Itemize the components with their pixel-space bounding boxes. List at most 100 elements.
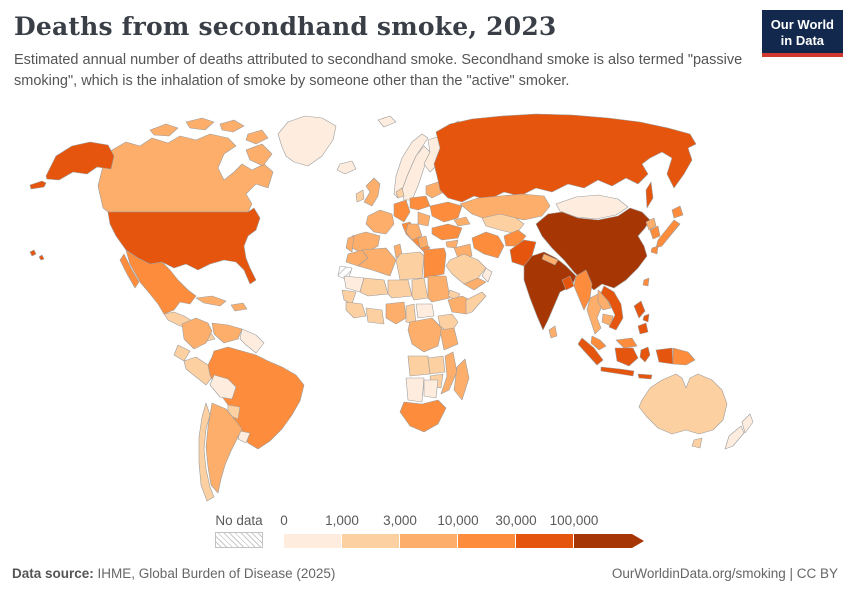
country-libya[interactable] [395,251,425,281]
country-colombia[interactable] [181,317,213,350]
country-russia[interactable] [433,113,697,203]
country-vietnam[interactable] [600,285,624,331]
country-indonesia-sulawesi[interactable] [639,346,651,363]
country-canada-island[interactable] [219,119,245,133]
country-mexico-baja[interactable] [119,253,140,289]
country-nigeria[interactable] [385,301,407,325]
country-south-korea[interactable] [649,225,661,240]
country-usa-hawaii[interactable] [29,249,37,257]
country-hispaniola[interactable] [230,302,248,312]
country-madagascar[interactable] [453,358,470,401]
owid-logo[interactable]: Our World in Data [761,10,843,58]
country-canada-island[interactable] [245,129,269,145]
country-mexico[interactable] [125,249,197,315]
country-iraq[interactable] [453,243,473,259]
country-namibia[interactable] [405,377,425,403]
owid-url-license-link[interactable]: OurWorldinData.org/smoking | CC BY [611,566,838,581]
country-central-asia[interactable] [481,213,525,235]
country-australia[interactable] [638,373,728,435]
country-ukraine[interactable] [429,201,463,223]
country-ecuador[interactable] [173,344,191,362]
country-zambia[interactable] [427,355,446,375]
country-taiwan[interactable] [642,277,650,287]
country-yemen[interactable] [463,277,487,291]
country-senegal[interactable] [341,289,357,305]
legend-bucket-1[interactable] [342,534,400,548]
country-china[interactable] [535,207,651,291]
country-nepal[interactable] [541,253,559,266]
country-egypt[interactable] [423,247,447,279]
no-data-swatch[interactable] [215,532,263,548]
country-iceland[interactable] [336,160,357,175]
country-canada[interactable] [97,133,274,213]
country-iran[interactable] [471,231,505,259]
country-venezuela[interactable] [211,322,243,344]
country-philippines-visayas[interactable] [642,313,650,323]
country-indonesia-kalimantan[interactable] [614,347,639,367]
country-botswana[interactable] [423,379,439,399]
country-peru[interactable] [183,356,215,386]
country-chad[interactable] [411,277,429,301]
legend-bucket-2[interactable] [400,534,458,548]
country-ireland[interactable] [355,189,365,203]
country-usa-alaska[interactable] [45,141,115,181]
country-angola[interactable] [407,355,431,377]
country-usa-hawaii[interactable] [38,254,45,261]
country-malaysia-borneo[interactable] [615,337,638,349]
country-png[interactable] [672,347,696,366]
country-somalia[interactable] [465,291,487,315]
country-caucasus[interactable] [453,216,471,227]
country-japan-hokkaido[interactable] [671,205,684,219]
country-russia-sakhalin[interactable] [645,181,654,209]
country-philippines-mindanao[interactable] [637,322,649,335]
country-greenland[interactable] [277,115,337,167]
country-india[interactable] [523,251,577,331]
country-sudan[interactable] [427,275,451,303]
country-mali[interactable] [359,277,389,297]
country-tanzania[interactable] [439,327,459,351]
country-indonesia-papua[interactable] [655,347,674,365]
country-cuba[interactable] [195,295,227,307]
country-afghanistan[interactable] [503,229,527,247]
country-car[interactable] [415,303,435,319]
country-malaysia[interactable] [590,335,607,351]
country-south-africa[interactable] [399,399,447,433]
legend-bucket-5[interactable] [574,534,644,548]
country-denmark[interactable] [395,187,405,199]
country-sri-lanka[interactable] [548,325,558,339]
country-japan-kyushu[interactable] [650,245,659,255]
country-france[interactable] [365,209,395,235]
country-indonesia-lesser-sunda[interactable] [637,373,653,380]
country-indonesia-sumatra[interactable] [577,337,604,366]
legend-bucket-0[interactable] [284,534,342,548]
country-uk[interactable] [363,177,381,207]
country-argentina[interactable] [205,402,243,494]
country-canada-island[interactable] [149,123,179,137]
country-chile[interactable] [198,402,215,502]
country-canada-baffin[interactable] [245,143,273,167]
country-portugal[interactable] [345,235,355,253]
country-greece[interactable] [417,235,429,249]
country-bolivia[interactable] [209,374,237,400]
country-north-korea[interactable] [645,217,657,231]
country-turkey[interactable] [431,223,463,241]
country-guinea[interactable] [345,301,367,319]
country-indonesia-java[interactable] [600,366,635,377]
country-australia-tasmania[interactable] [691,437,703,449]
country-guianas[interactable] [239,328,265,354]
country-usa-aleutians[interactable] [29,180,47,190]
country-ghana[interactable] [365,307,385,325]
country-philippines-luzon[interactable] [633,300,646,319]
country-poland[interactable] [409,195,431,211]
country-mozambique[interactable] [440,351,458,395]
country-drc[interactable] [407,317,443,353]
legend-bucket-4[interactable] [516,534,574,548]
country-balkans[interactable] [405,223,423,241]
country-myanmar[interactable] [573,269,593,311]
country-romania[interactable] [417,211,431,227]
country-niger[interactable] [387,279,413,299]
country-germany[interactable] [393,199,411,223]
country-oman[interactable] [481,267,493,283]
country-algeria[interactable] [357,247,397,277]
country-canada-island[interactable] [185,117,215,131]
